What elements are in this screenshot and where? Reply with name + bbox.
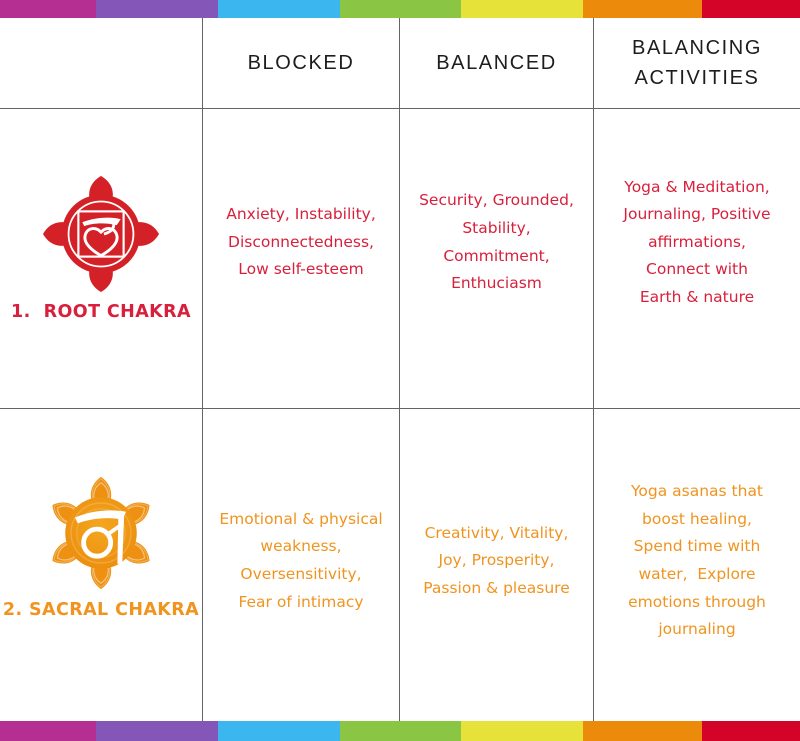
root-chakra-icon bbox=[42, 175, 160, 293]
stripe-segment bbox=[461, 721, 583, 741]
stripe-segment bbox=[702, 721, 800, 741]
rainbow-stripe-bottom bbox=[0, 721, 800, 741]
header-balanced: BALANCED bbox=[400, 18, 594, 109]
stripe-segment bbox=[96, 0, 218, 18]
sacral-balanced-text: Creativity, Vitality, Joy, Prosperity, P… bbox=[423, 523, 570, 597]
header-empty-cell bbox=[0, 18, 203, 109]
sacral-chakra-icon bbox=[46, 476, 156, 590]
stripe-segment bbox=[218, 0, 340, 18]
root-activities-text: Yoga & Meditation, Journaling, Positive … bbox=[623, 177, 771, 306]
stripe-segment bbox=[583, 721, 702, 741]
sacral-chakra-label: 2. SACRAL CHAKRA bbox=[2, 599, 200, 620]
sacral-activities-text: Yoga asanas that boost healing, Spend ti… bbox=[628, 482, 766, 639]
header-blocked-label: BLOCKED bbox=[247, 52, 355, 74]
stripe-segment bbox=[96, 721, 218, 741]
stripe-segment bbox=[0, 721, 96, 741]
root-chakra-block: 1. ROOT CHAKRA bbox=[11, 175, 191, 322]
root-chakra-cell: 1. ROOT CHAKRA bbox=[0, 109, 203, 409]
sacral-chakra-cell: 2. SACRAL CHAKRA bbox=[0, 409, 203, 721]
header-balanced-label: BALANCED bbox=[436, 52, 557, 74]
root-blocked-cell: Anxiety, Instability, Disconnectedness, … bbox=[203, 109, 400, 409]
root-chakra-label: 1. ROOT CHAKRA bbox=[11, 302, 191, 322]
root-blocked-text: Anxiety, Instability, Disconnectedness, … bbox=[226, 205, 376, 279]
root-balanced-text: Security, Grounded, Stability, Commitmen… bbox=[419, 191, 574, 293]
sacral-balanced-cell: Creativity, Vitality, Joy, Prosperity, P… bbox=[400, 409, 594, 721]
stripe-segment bbox=[702, 0, 800, 18]
sacral-blocked-text: Emotional & physical weakness, Oversensi… bbox=[219, 509, 383, 611]
stripe-segment bbox=[583, 0, 702, 18]
root-activities-cell: Yoga & Meditation, Journaling, Positive … bbox=[594, 109, 800, 409]
rainbow-stripe-top bbox=[0, 0, 800, 18]
root-balanced-cell: Security, Grounded, Stability, Commitmen… bbox=[400, 109, 594, 409]
stripe-segment bbox=[340, 721, 461, 741]
header-blocked: BLOCKED bbox=[203, 18, 400, 109]
stripe-segment bbox=[0, 0, 96, 18]
stripe-segment bbox=[218, 721, 340, 741]
chakra-table: BLOCKED BALANCED BALANCING ACTIVITIES bbox=[0, 18, 800, 721]
header-balancing-activities-label: BALANCING ACTIVITIES bbox=[632, 37, 762, 89]
sacral-activities-cell: Yoga asanas that boost healing, Spend ti… bbox=[594, 409, 800, 721]
sacral-chakra-block: 2. SACRAL CHAKRA bbox=[3, 475, 199, 620]
header-balancing-activities: BALANCING ACTIVITIES bbox=[594, 18, 800, 109]
stripe-segment bbox=[340, 0, 461, 18]
sacral-blocked-cell: Emotional & physical weakness, Oversensi… bbox=[203, 409, 400, 721]
stripe-segment bbox=[461, 0, 583, 18]
